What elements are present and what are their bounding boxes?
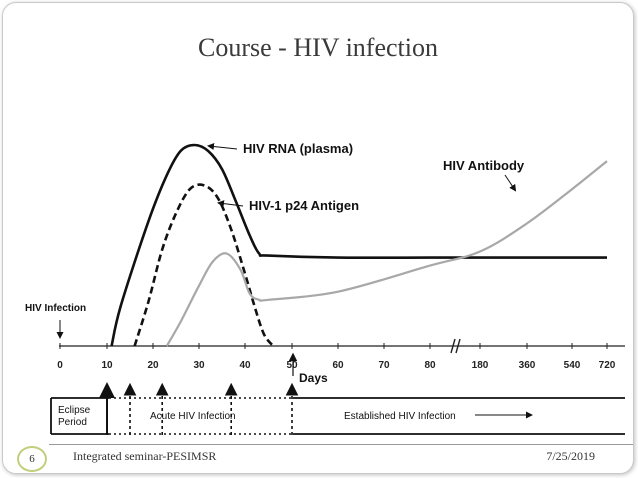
footer-rule: [49, 444, 633, 445]
series-line-hiv-rna: [110, 143, 607, 347]
axis-break: [450, 338, 461, 354]
x-tick-label: 540: [564, 360, 581, 371]
slide: Course - HIV infection 0 10 20 30 40 50 60 70 80…: [2, 2, 634, 474]
phase-markers: [99, 382, 299, 435]
x-tick-label: 80: [424, 360, 436, 371]
hiv-rna-pointer-icon: [207, 143, 238, 151]
x-tick-label: 720: [599, 360, 616, 371]
x-tick-label: 50: [286, 360, 298, 371]
hiv-course-chart: 0 10 20 30 40 50 60 70 80 180 360 540 720 Days HIV R…: [25, 141, 625, 435]
footer-text: Integrated seminar-PESIMSR: [73, 449, 217, 463]
slide-number: 6: [17, 446, 47, 472]
x-tick-label: 60: [332, 360, 344, 371]
antibody-pointer-icon: [504, 174, 517, 192]
x-axis-ticks: 0 10 20 30 40 50 60 70 80 180 360 540 720: [57, 343, 616, 371]
series-label-p24: HIV-1 p24 Antigen: [249, 198, 359, 213]
series-line-hiv-antibody: [165, 160, 608, 347]
x-tick-label: 70: [378, 360, 390, 371]
series-line-p24-antigen: [133, 183, 275, 347]
x-tick-label: 40: [239, 360, 251, 371]
hiv-infection-label: HIV Infection: [25, 303, 86, 314]
series-label-hiv-rna: HIV RNA (plasma): [243, 141, 353, 156]
phase-label-eclipse-line2: Period: [58, 417, 87, 428]
x-tick-label: 10: [101, 360, 113, 371]
x-tick-label: 360: [519, 360, 536, 371]
series-layer: [110, 143, 608, 347]
phase-band: [50, 397, 625, 435]
footer-date: 7/25/2019: [546, 449, 595, 463]
x-tick-label: 0: [57, 360, 63, 371]
x-tick-label: 180: [472, 360, 489, 371]
phase-label-established: Established HIV Infection: [344, 411, 456, 422]
slide-title: Course - HIV infection: [198, 33, 438, 62]
x-tick-label: 30: [193, 360, 205, 371]
p24-pointer-icon: [217, 200, 244, 208]
phase-label-acute: Acute HIV Infection: [150, 411, 236, 422]
phase-label-eclipse-line1: Eclipse: [58, 405, 91, 416]
x-axis-label: Days: [299, 371, 328, 385]
series-label-antibody: HIV Antibody: [443, 158, 525, 173]
x-tick-label: 20: [147, 360, 159, 371]
